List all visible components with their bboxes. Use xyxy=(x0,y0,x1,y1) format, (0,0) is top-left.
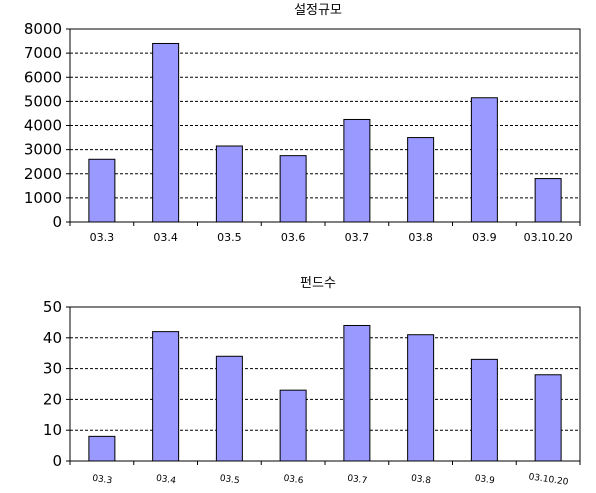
x-tick-label: 03.8 xyxy=(410,474,432,487)
bar xyxy=(279,389,307,462)
x-tick-label: 03.8 xyxy=(408,231,433,244)
y-tick-label: 0 xyxy=(52,213,62,231)
bar xyxy=(152,42,180,223)
x-tick-label: 03.3 xyxy=(92,474,113,487)
chart-title: 설정규모 xyxy=(294,3,342,18)
y-tick-label: 50 xyxy=(43,298,62,316)
y-tick-label: 30 xyxy=(43,360,62,378)
bar xyxy=(534,374,562,462)
y-tick-label: 6000 xyxy=(24,68,62,86)
x-tick-label: 03.10.20 xyxy=(528,472,569,488)
x-tick-label: 03.10.20 xyxy=(524,231,573,244)
y-tick-label: 40 xyxy=(43,329,62,347)
bar xyxy=(88,435,116,462)
x-tick-label: 03.3 xyxy=(90,231,115,244)
y-tick-label: 5000 xyxy=(24,92,62,110)
chart-fund-size: 설정규모 0 1000 2000 3000 4000 5000 6000 7000 8000 03.… xyxy=(24,3,581,244)
x-tick-label: 03.7 xyxy=(347,474,368,487)
x-tick-label: 03.6 xyxy=(283,474,305,487)
x-tick-label: 03.4 xyxy=(155,474,177,487)
bar xyxy=(470,358,498,462)
bar xyxy=(407,137,435,223)
y-tick-label: 8000 xyxy=(24,20,62,38)
y-tick-label: 0 xyxy=(52,452,62,470)
y-tick-label: 2000 xyxy=(24,165,62,183)
bar xyxy=(215,355,243,462)
bar xyxy=(407,334,435,462)
x-tick-label: 03.4 xyxy=(153,231,178,244)
bar xyxy=(88,158,116,223)
plot-area-frame xyxy=(69,306,581,462)
chart-title: 펀드수 xyxy=(300,276,336,291)
y-tick-label: 10 xyxy=(43,421,62,439)
chart-fund-count: 펀드수 0 10 20 30 40 50 03.3 03.4 03.5 03.6 03.7 03.8 03… xyxy=(43,276,581,488)
bar xyxy=(343,118,371,223)
y-tick-label: 3000 xyxy=(24,141,62,159)
y-tick-label: 20 xyxy=(43,390,62,408)
x-tick-label: 03.6 xyxy=(281,231,306,244)
bar xyxy=(215,145,243,223)
x-tick-label: 03.5 xyxy=(219,474,240,487)
x-tick-label: 03.9 xyxy=(474,474,496,487)
x-tick-label: 03.7 xyxy=(345,231,370,244)
bar xyxy=(470,97,498,223)
y-tick-label: 7000 xyxy=(24,44,62,62)
x-tick-label: 03.5 xyxy=(217,231,242,244)
x-tick-label: 03.9 xyxy=(472,231,497,244)
y-tick-label: 1000 xyxy=(24,189,62,207)
bar xyxy=(279,155,307,223)
bar xyxy=(534,178,562,223)
y-tick-label: 4000 xyxy=(24,117,62,135)
bar xyxy=(343,324,371,462)
bar xyxy=(152,331,180,462)
